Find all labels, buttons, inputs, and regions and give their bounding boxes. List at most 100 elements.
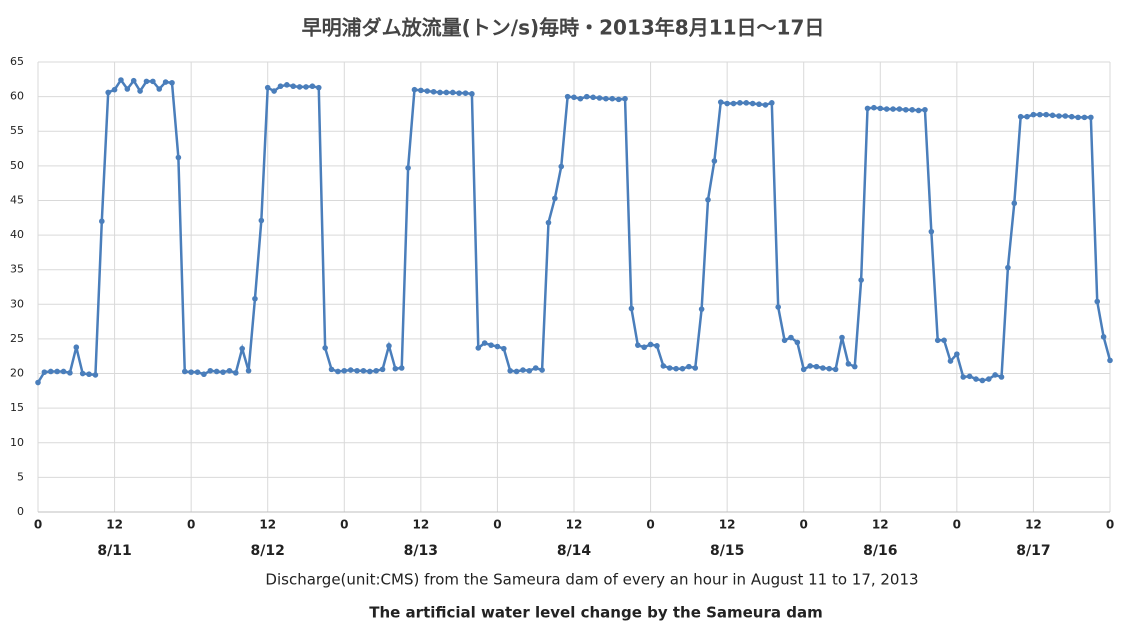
x-tick-label: 12 bbox=[106, 518, 123, 532]
data-point bbox=[181, 368, 188, 375]
data-point bbox=[264, 84, 271, 91]
data-point bbox=[347, 367, 354, 373]
data-point bbox=[749, 100, 756, 107]
x-tick-label: 12 bbox=[259, 518, 276, 532]
data-point bbox=[418, 87, 424, 94]
data-point bbox=[692, 365, 699, 371]
data-point bbox=[1030, 111, 1037, 118]
data-point bbox=[934, 337, 941, 344]
data-point bbox=[577, 95, 584, 102]
day-label: 8/17 bbox=[1016, 543, 1050, 559]
data-point bbox=[481, 340, 488, 346]
data-point bbox=[194, 369, 201, 375]
data-point bbox=[513, 368, 520, 375]
data-point bbox=[781, 337, 788, 344]
data-point bbox=[871, 104, 877, 111]
chart-title: 早明浦ダム放流量(トン/s)毎時・2013年8月11日～17日 bbox=[302, 16, 825, 40]
x-tick-label: 0 bbox=[1106, 518, 1114, 532]
data-point bbox=[392, 365, 399, 372]
data-point bbox=[430, 88, 437, 95]
data-point bbox=[947, 358, 954, 364]
data-point bbox=[258, 217, 265, 224]
data-point bbox=[922, 106, 928, 113]
x-tick-label: 12 bbox=[1025, 518, 1042, 532]
y-tick-label: 30 bbox=[10, 297, 24, 310]
data-point bbox=[501, 345, 507, 352]
data-point bbox=[769, 100, 775, 106]
data-point bbox=[67, 370, 73, 376]
data-point bbox=[679, 365, 686, 372]
data-point bbox=[724, 100, 730, 107]
data-point bbox=[622, 95, 628, 102]
data-point bbox=[571, 94, 577, 101]
data-point bbox=[47, 368, 54, 375]
data-point bbox=[915, 107, 922, 114]
data-point bbox=[992, 372, 998, 378]
x-tick-label: 0 bbox=[340, 518, 348, 532]
caption: The artificial water level change by the… bbox=[369, 604, 822, 622]
data-point bbox=[558, 163, 565, 170]
data-point bbox=[909, 106, 915, 113]
x-axis-label: Discharge(unit:CMS) from the Sameura dam… bbox=[265, 571, 918, 589]
data-point bbox=[800, 366, 807, 373]
data-point bbox=[985, 376, 992, 382]
data-point bbox=[60, 368, 67, 375]
data-point bbox=[890, 106, 896, 112]
data-point bbox=[1068, 113, 1075, 120]
data-point bbox=[1075, 114, 1081, 121]
data-point bbox=[545, 219, 552, 226]
data-point bbox=[673, 365, 679, 372]
data-point bbox=[277, 83, 284, 90]
data-point bbox=[596, 95, 603, 101]
data-point bbox=[213, 368, 220, 375]
data-point bbox=[698, 306, 705, 312]
data-point bbox=[826, 365, 833, 372]
data-point bbox=[35, 379, 41, 386]
data-point bbox=[322, 345, 328, 351]
data-point bbox=[705, 196, 711, 203]
data-point bbox=[928, 228, 935, 235]
x-tick-label: 0 bbox=[187, 518, 195, 532]
day-label: 8/11 bbox=[97, 543, 131, 559]
data-point bbox=[143, 78, 150, 85]
data-point bbox=[424, 88, 431, 94]
data-point bbox=[966, 373, 973, 380]
x-tick-label: 12 bbox=[719, 518, 736, 532]
data-point bbox=[373, 367, 379, 374]
data-point bbox=[92, 372, 99, 378]
data-point bbox=[335, 368, 341, 375]
data-point bbox=[137, 88, 143, 94]
data-point bbox=[475, 345, 482, 351]
data-point bbox=[303, 84, 309, 90]
x-tick-label: 0 bbox=[953, 518, 961, 532]
data-point bbox=[79, 370, 86, 377]
data-point bbox=[41, 369, 48, 375]
data-point bbox=[820, 365, 826, 371]
data-point bbox=[341, 367, 348, 374]
data-point bbox=[794, 339, 801, 346]
data-point bbox=[367, 368, 373, 375]
data-point bbox=[99, 218, 105, 225]
data-point bbox=[494, 343, 501, 350]
data-point bbox=[284, 82, 290, 88]
data-point bbox=[175, 154, 182, 161]
data-point bbox=[603, 95, 609, 102]
x-tick-label: 12 bbox=[566, 518, 583, 532]
y-tick-label: 45 bbox=[10, 193, 24, 206]
data-point bbox=[507, 367, 513, 374]
data-point bbox=[188, 369, 194, 375]
data-point bbox=[328, 366, 335, 373]
data-point bbox=[169, 79, 175, 86]
day-label: 8/16 bbox=[863, 543, 897, 559]
data-point bbox=[207, 367, 214, 374]
data-point bbox=[883, 106, 890, 112]
data-point bbox=[615, 96, 622, 103]
data-point bbox=[851, 363, 858, 370]
data-point bbox=[564, 93, 571, 100]
data-point bbox=[539, 367, 545, 373]
y-tick-label: 5 bbox=[17, 470, 24, 483]
data-point bbox=[469, 91, 475, 97]
data-point bbox=[1005, 264, 1011, 271]
data-point bbox=[583, 93, 590, 100]
